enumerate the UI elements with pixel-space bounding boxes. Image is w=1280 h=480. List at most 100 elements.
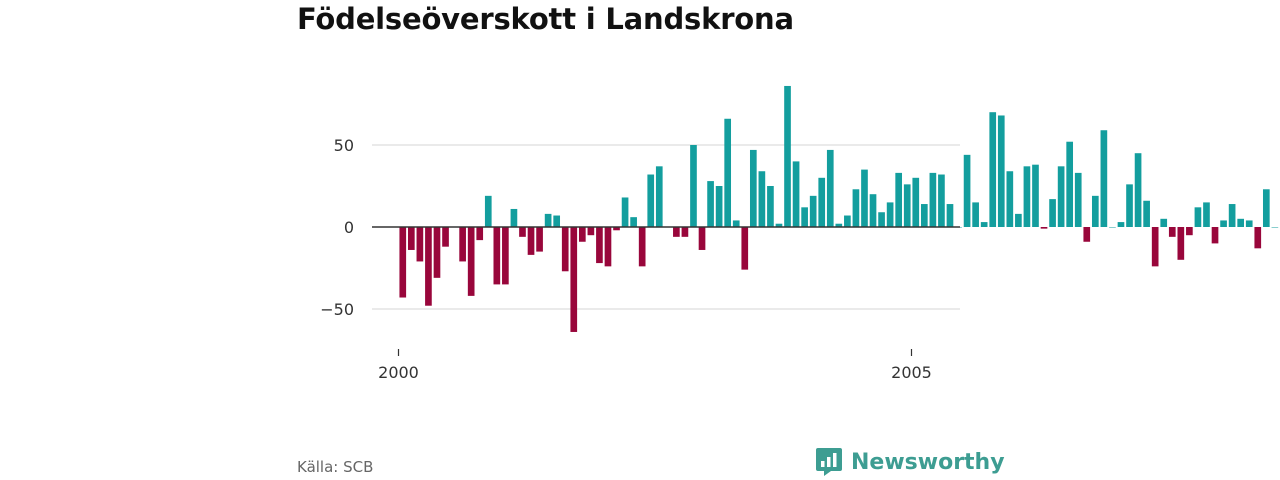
- bar: [476, 227, 484, 241]
- bar: [775, 223, 783, 227]
- bar: [1049, 199, 1056, 227]
- grid-layer: [372, 144, 960, 310]
- bar: [407, 227, 415, 250]
- bar: [1186, 227, 1193, 236]
- bar: [1040, 227, 1048, 229]
- bar: [527, 227, 535, 255]
- bar: [878, 212, 885, 227]
- bar: [963, 154, 971, 227]
- bar: [1083, 227, 1091, 242]
- bar: [1126, 184, 1133, 227]
- bar: [1074, 172, 1082, 227]
- bar: [818, 177, 826, 227]
- bar: [929, 172, 937, 227]
- bar-layer: [399, 85, 1279, 332]
- bar: [852, 189, 860, 227]
- bar: [1151, 227, 1159, 267]
- bar: [681, 227, 689, 237]
- x-tick-label: 2005: [891, 363, 932, 382]
- bar: [920, 204, 928, 227]
- bar: [519, 227, 526, 237]
- bar: [1100, 130, 1108, 227]
- bar: [493, 227, 501, 285]
- y-tick-label: −50: [320, 300, 354, 319]
- bar: [826, 149, 834, 227]
- bar: [399, 227, 407, 298]
- bar: [980, 222, 988, 227]
- bar: [536, 227, 543, 252]
- bar: [1228, 204, 1236, 227]
- bar: [638, 227, 646, 267]
- bar: [578, 227, 586, 242]
- source-label: Källa: SCB: [297, 458, 374, 476]
- brand-name: Newsworthy: [851, 449, 1005, 475]
- bar: [749, 149, 757, 227]
- bar: [758, 171, 766, 227]
- bar: [1177, 227, 1185, 260]
- bar: [630, 217, 637, 227]
- bar: [647, 174, 655, 227]
- bar: [1143, 200, 1150, 227]
- bar: [690, 145, 697, 227]
- bar: [673, 227, 680, 237]
- bar: [544, 213, 552, 227]
- bar: [895, 172, 903, 227]
- bar: [989, 112, 997, 227]
- bar: [1023, 166, 1031, 227]
- bar: [707, 181, 714, 227]
- bar: [1194, 207, 1202, 227]
- bar: [467, 227, 475, 296]
- bar: [1254, 227, 1262, 249]
- bar: [587, 227, 595, 236]
- bar: [621, 197, 629, 227]
- bar: [1066, 141, 1074, 227]
- bar: [1117, 222, 1125, 227]
- bar: [1271, 227, 1279, 228]
- bar: [801, 207, 808, 227]
- bar: [1015, 213, 1022, 227]
- bar: [1203, 202, 1210, 227]
- bar: [655, 166, 663, 227]
- bar: [1168, 227, 1176, 237]
- bar: [433, 227, 441, 278]
- bar: [844, 215, 851, 227]
- x-tick-label: 2000: [378, 363, 419, 382]
- bar: [869, 194, 877, 227]
- bar: [784, 85, 791, 228]
- bar-chart-speech-icon: [816, 448, 842, 476]
- bar: [510, 208, 518, 227]
- bar: [596, 227, 603, 264]
- bar: [698, 227, 706, 250]
- bar: [1237, 218, 1245, 227]
- bar: [809, 195, 817, 227]
- bar: [732, 220, 740, 227]
- bar: [604, 227, 612, 267]
- bar: [553, 215, 561, 227]
- bar: [886, 202, 894, 227]
- y-axis-ticks: −50 0 50: [320, 136, 354, 319]
- bar: [972, 202, 979, 227]
- y-tick-label: 50: [334, 136, 354, 155]
- bar: [1006, 171, 1014, 227]
- bar: [767, 186, 774, 227]
- newsworthy-logo[interactable]: Newsworthy: [815, 446, 1005, 478]
- bar: [1091, 195, 1099, 227]
- bar: [459, 227, 466, 262]
- bar: [938, 174, 945, 227]
- bar: [1211, 227, 1219, 244]
- bar: [561, 227, 569, 272]
- bar: [715, 186, 723, 227]
- bar: [1134, 153, 1142, 227]
- bar: [1057, 166, 1065, 227]
- bar: [484, 195, 492, 227]
- bar: [1220, 220, 1227, 227]
- bar: [912, 177, 920, 227]
- bar: [792, 161, 800, 227]
- bar: [741, 227, 749, 270]
- bar: [1160, 218, 1168, 227]
- bar: [861, 169, 868, 227]
- bar: [1245, 220, 1253, 227]
- y-tick-label: 0: [344, 218, 354, 237]
- bar: [613, 227, 620, 231]
